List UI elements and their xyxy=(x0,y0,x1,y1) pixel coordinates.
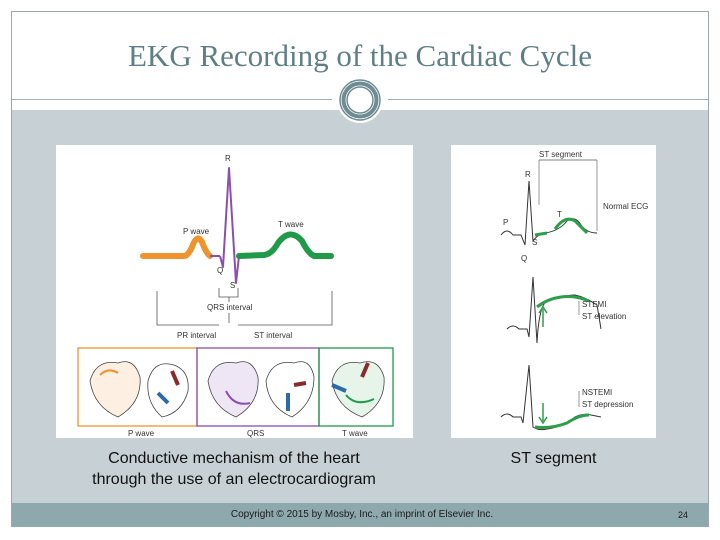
label-q: Q xyxy=(521,254,527,263)
footer-bar: Copyright © 2015 by Mosby, Inc., an impr… xyxy=(12,503,708,527)
label-p-wave: P wave xyxy=(183,227,210,236)
label-bottom-qrs: QRS xyxy=(247,429,264,438)
label-r: R xyxy=(525,170,531,179)
left-caption-line-1: Conductive mechanism of the heart xyxy=(108,450,360,467)
label-s: S xyxy=(532,238,537,247)
qrs-complex-trace xyxy=(219,167,240,284)
label-t: T xyxy=(557,210,562,219)
normal-ecg-trace xyxy=(500,180,598,246)
label-s: S xyxy=(230,281,235,290)
left-caption: Conductive mechanism of the heart throug… xyxy=(56,448,412,490)
right-caption: ST segment xyxy=(510,450,597,467)
p-wave-trace xyxy=(140,235,213,259)
label-stemi: STEMI xyxy=(582,300,606,309)
label-pr-interval: PR interval xyxy=(177,331,216,340)
stemi-trace xyxy=(506,276,602,344)
slide-title: EKG Recording of the Cardiac Cycle xyxy=(128,38,592,73)
label-st-elevation: ST elevation xyxy=(582,312,626,321)
label-st-depression: ST depression xyxy=(582,400,633,409)
label-p: P xyxy=(503,218,508,227)
page-number: 24 xyxy=(677,510,688,520)
copyright-text: Copyright © 2015 by Mosby, Inc., an impr… xyxy=(230,509,494,520)
label-st-segment: ST segment xyxy=(539,150,583,159)
label-st-interval: ST interval xyxy=(254,331,292,340)
heart-p-wave-icon xyxy=(89,361,189,418)
t-wave-trace xyxy=(236,231,334,259)
nstemi-trace xyxy=(500,364,602,431)
st-segment-panel: ST segment R T P S Q Normal ECG STEMI ST… xyxy=(451,145,656,438)
heart-t-wave-icon xyxy=(331,361,385,418)
label-nstemi: NSTEMI xyxy=(582,388,612,397)
heart-qrs-icon xyxy=(207,361,315,418)
title-rule-left xyxy=(12,99,332,100)
label-bottom-t-wave: T wave xyxy=(342,429,368,438)
ekg-diagram-panel: R T wave P wave Q S QRS interval PR inte… xyxy=(56,145,413,438)
label-normal-ecg: Normal ECG xyxy=(603,202,648,211)
label-r: R xyxy=(225,154,231,163)
label-t-wave: T wave xyxy=(278,220,304,229)
circle-ornament-icon xyxy=(337,77,383,123)
label-bottom-p-wave: P wave xyxy=(128,429,155,438)
title-rule-right xyxy=(388,99,708,100)
label-qrs-interval: QRS interval xyxy=(207,303,253,312)
left-caption-line-2: through the use of an electrocardiogram xyxy=(92,471,376,488)
label-q: Q xyxy=(217,266,223,275)
